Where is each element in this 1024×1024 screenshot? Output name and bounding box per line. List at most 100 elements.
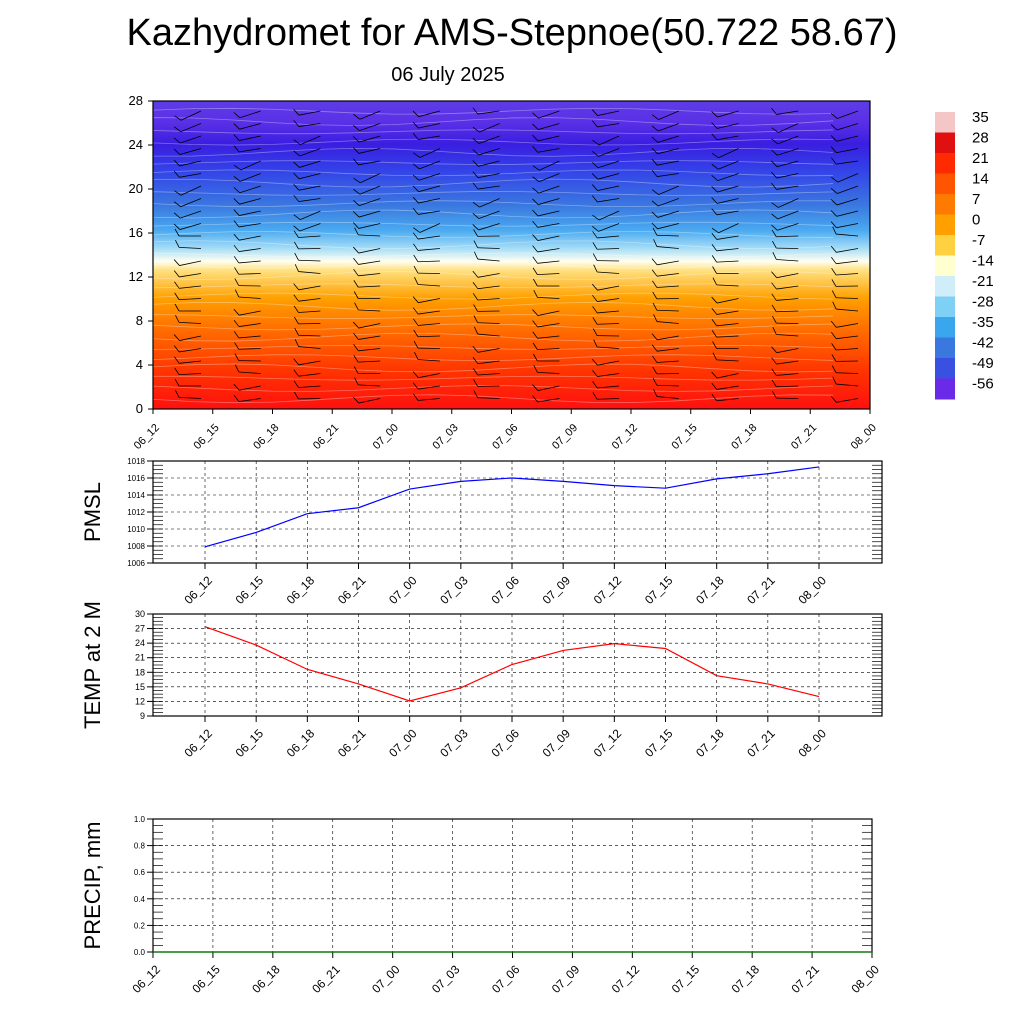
wind-barb [831, 354, 859, 362]
color-bar-segment [935, 132, 955, 154]
wind-barb [771, 229, 799, 238]
isotherm-line [152, 200, 834, 208]
wind-barb [173, 334, 202, 341]
wind-barb [412, 121, 440, 129]
isotherm-line [152, 107, 834, 115]
y-tick-label: 12 [129, 269, 143, 284]
wind-barb [233, 394, 261, 402]
wind-barb [771, 171, 799, 179]
x-tick-label: 06_21 [311, 422, 341, 452]
wind-barb [174, 281, 202, 289]
isotherm-line [152, 323, 834, 331]
isotherm-line [152, 178, 834, 188]
wind-barb [592, 242, 620, 250]
wind-barb [830, 110, 859, 119]
wind-barb [352, 321, 381, 329]
x-tick-label: 07_15 [670, 422, 700, 452]
wind-barb [293, 294, 321, 302]
wind-barb [832, 301, 859, 312]
wind-barb [651, 198, 679, 207]
wind-barb [472, 223, 500, 231]
isotherm-line [152, 394, 834, 404]
wind-barb [472, 135, 500, 144]
wind-barb [174, 185, 202, 196]
wind-barb [173, 259, 202, 266]
wind-barb [173, 270, 202, 278]
wind-barb [711, 208, 739, 216]
pmsl-panel: 1006 1008 1010 1012 1014 1016 1018 06_12 06_15 06… [80, 457, 883, 607]
color-bar-label: 0 [972, 212, 980, 229]
wind-barb [473, 304, 500, 312]
plot-frame [152, 613, 883, 717]
color-bar-segment [935, 296, 955, 318]
wind-barb [352, 135, 381, 143]
x-tick-label: 06_12 [181, 573, 215, 607]
wind-barb [173, 210, 202, 219]
wind-barb [352, 222, 381, 229]
wind-barb [472, 210, 500, 219]
wind-barb [532, 185, 560, 194]
wind-barb [353, 291, 381, 299]
heatmap-field [153, 101, 870, 409]
y-tick-label: 1014 [127, 491, 145, 500]
x-tick-label: 07_21 [789, 422, 819, 452]
x-tick-label: 07_09 [549, 962, 583, 996]
y-axis-label: PRECIP, mm [80, 822, 105, 950]
wind-barb [233, 244, 261, 252]
wind-barb [771, 282, 799, 290]
x-tick-label: 07_00 [371, 422, 401, 452]
x-tick-label: 07_09 [550, 422, 580, 452]
wind-barb [352, 396, 381, 404]
wind-barb [711, 319, 739, 327]
wind-barb [413, 223, 441, 233]
wind-barb [771, 182, 799, 190]
isotherm-line [152, 138, 834, 146]
wind-barb [174, 367, 202, 376]
wind-barb [352, 147, 381, 154]
wind-barb [831, 268, 859, 276]
wind-barb [412, 232, 440, 240]
wind-barb [771, 223, 799, 231]
x-tick-label: 07_15 [642, 726, 676, 760]
wind-barb [472, 160, 500, 167]
wind-barb [830, 146, 859, 154]
color-bar-segment [935, 214, 955, 236]
x-tick-label: 07_18 [729, 962, 763, 996]
wind-barb [234, 353, 261, 362]
cross-section-panel: 0 4 8 12 16 20 24 28 06_12 06_15 06_18 06_21 07_00 07… [129, 93, 879, 452]
wind-barb [772, 327, 799, 337]
wind-barb [293, 369, 321, 377]
wind-barb [533, 289, 560, 299]
wind-barb [174, 198, 202, 208]
wind-barb [472, 148, 500, 156]
y-tick-label: 1010 [127, 525, 145, 534]
wind-barb [652, 291, 679, 300]
wind-barb [711, 307, 739, 315]
wind-barb [831, 173, 859, 183]
y-tick-label: 1006 [127, 559, 145, 568]
x-tick-label: 06_18 [251, 422, 281, 452]
color-bar-segment [935, 255, 955, 277]
wind-barb [591, 109, 620, 116]
wind-barb [174, 228, 201, 237]
isotherm-line [152, 169, 834, 177]
isotherm-line [152, 354, 834, 362]
isotherm-line [152, 160, 834, 165]
wind-barb [771, 160, 799, 168]
wind-barb [173, 135, 202, 144]
wind-barb [353, 257, 381, 265]
wind-barb [293, 223, 321, 232]
wind-barb [353, 185, 381, 195]
y-tick-label: 9 [140, 711, 145, 721]
wind-barb [830, 210, 859, 217]
wind-barb [652, 302, 679, 312]
color-bar-label: 14 [972, 171, 989, 188]
x-tick-label: 07_00 [386, 573, 420, 607]
figure-title: Kazhydromet for AMS-Stepnoe(50.722 58.67… [126, 12, 898, 54]
wind-barb [353, 366, 381, 374]
wind-barb [293, 183, 321, 191]
isotherm-line [152, 221, 834, 227]
color-bar-label: -49 [972, 355, 994, 372]
color-bar-label: -14 [972, 253, 994, 270]
